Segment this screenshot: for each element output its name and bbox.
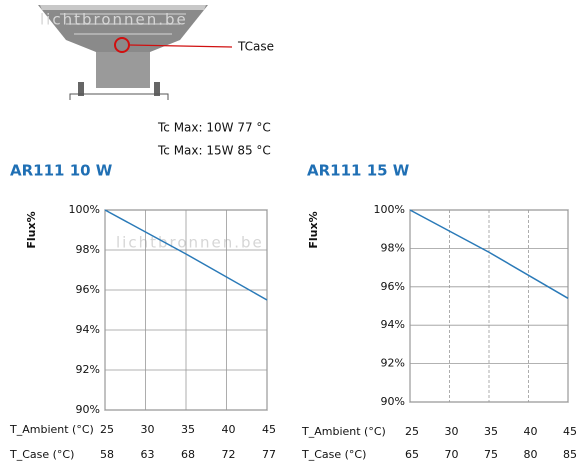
x2-axis-label: T_Case (°C)	[9, 448, 74, 461]
x2-tick-label: 77	[262, 448, 276, 461]
data-line	[409, 209, 569, 299]
chart-title: AR111 15 W	[307, 162, 410, 180]
y-tick-label: 100%	[69, 203, 100, 216]
y-tick-label: 96%	[381, 280, 405, 293]
x2-tick-label: 72	[222, 448, 236, 461]
callout: TCase	[237, 40, 274, 54]
x-tick-label: 35	[181, 423, 195, 436]
note: Tc Max: 10W 77 °C	[157, 121, 271, 135]
y-tick-label: 94%	[76, 323, 100, 336]
x-tick-label: 25	[100, 423, 114, 436]
y-tick-label: 92%	[76, 363, 100, 376]
y-tick-label: 92%	[381, 357, 405, 370]
lamp-drawing	[38, 5, 233, 100]
x-tick-label: 45	[563, 425, 577, 438]
x2-tick-label: 80	[524, 448, 538, 461]
y-tick-label: 90%	[76, 403, 100, 416]
x-axis-label: T_Ambient (°C)	[301, 425, 386, 438]
y-tick-label: 94%	[381, 318, 405, 331]
watermark: lichtbronnen.be	[40, 11, 188, 29]
x-tick-label: 30	[141, 423, 155, 436]
note: Tc Max: 15W 85 °C	[157, 144, 271, 158]
y-axis-label: Flux%	[25, 211, 38, 248]
y-tick-label: 98%	[381, 241, 405, 254]
x2-tick-label: 63	[141, 448, 155, 461]
x-tick-label: 25	[405, 425, 419, 438]
x-tick-label: 30	[445, 425, 459, 438]
x-tick-label: 45	[262, 423, 276, 436]
y-tick-label: 96%	[76, 283, 100, 296]
x2-tick-label: 65	[405, 448, 419, 461]
x2-tick-label: 58	[100, 448, 114, 461]
y-tick-label: 98%	[76, 243, 100, 256]
x2-tick-label: 70	[445, 448, 459, 461]
x2-tick-label: 75	[484, 448, 498, 461]
y-tick-label: 90%	[381, 395, 405, 408]
chart-title: AR111 10 W	[10, 162, 113, 180]
x2-tick-label: 85	[563, 448, 577, 461]
x-axis-label: T_Ambient (°C)	[9, 423, 94, 436]
y-axis-label: Flux%	[307, 211, 320, 248]
x2-tick-label: 68	[181, 448, 195, 461]
data-line	[104, 209, 268, 301]
watermark: lichtbronnen.be	[116, 234, 264, 252]
x-tick-label: 40	[524, 425, 538, 438]
x2-axis-label: T_Case (°C)	[301, 448, 366, 461]
x-tick-label: 35	[484, 425, 498, 438]
y-tick-label: 100%	[374, 203, 405, 216]
x-tick-label: 40	[222, 423, 236, 436]
